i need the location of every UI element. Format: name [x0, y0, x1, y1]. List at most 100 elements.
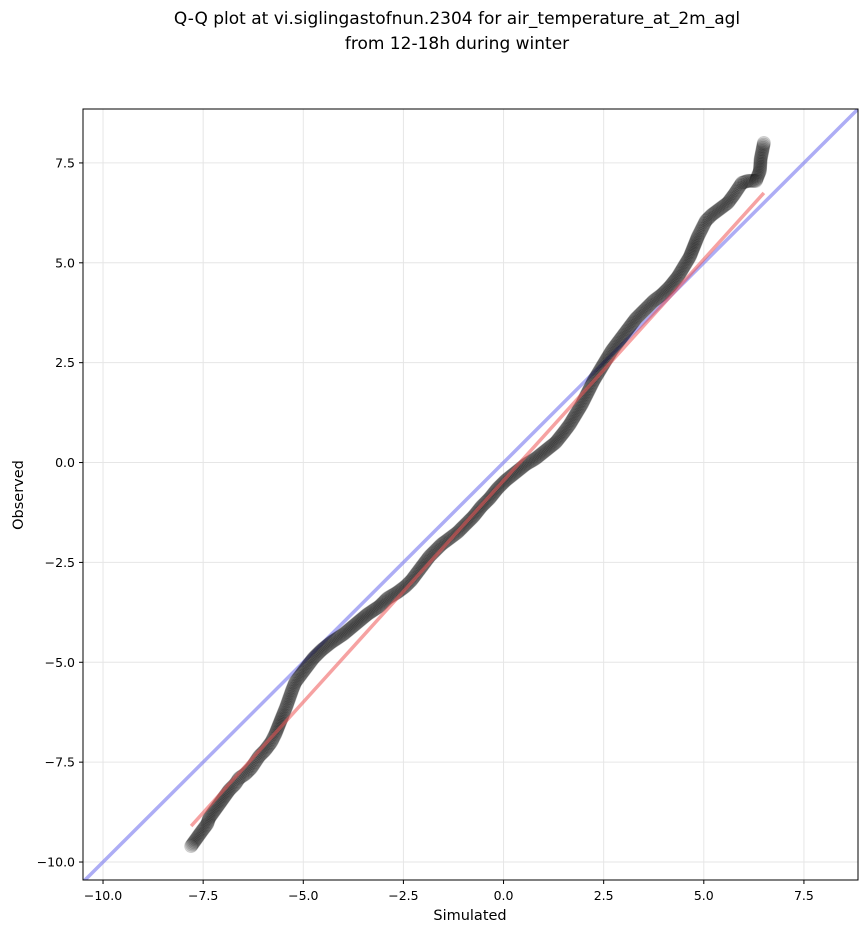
data-point	[648, 292, 663, 307]
data-point	[698, 213, 713, 228]
data-point	[190, 830, 205, 845]
data-point	[307, 650, 322, 665]
data-point	[534, 446, 549, 461]
y-tick-label: −10.0	[37, 855, 75, 870]
plot-area	[83, 109, 858, 880]
data-point	[686, 239, 701, 254]
data-point	[628, 311, 643, 326]
data-point	[631, 309, 646, 324]
data-point	[694, 221, 709, 236]
data-point	[559, 421, 574, 436]
data-point	[284, 684, 299, 699]
data-point	[754, 147, 769, 162]
data-point	[368, 602, 383, 617]
data-point	[659, 283, 674, 298]
data-point	[753, 156, 768, 171]
y-axis-ticks: −10.0 −7.5 −5.0 −2.5 0.0 2.5 5.0 7.5	[37, 155, 83, 870]
data-point	[729, 183, 744, 198]
data-point	[687, 238, 702, 253]
data-point	[626, 314, 641, 329]
data-point	[202, 811, 217, 826]
data-point	[271, 718, 286, 733]
data-point	[641, 298, 656, 313]
data-point	[733, 177, 748, 192]
data-point	[339, 624, 354, 639]
data-point	[753, 151, 768, 166]
data-point	[687, 236, 702, 251]
data-point	[634, 305, 649, 320]
data-point	[200, 817, 215, 832]
data-point	[554, 428, 569, 443]
x-tick-label: 2.5	[594, 888, 614, 903]
data-point	[194, 825, 209, 840]
data-point	[347, 618, 362, 633]
data-point	[637, 303, 652, 318]
data-point	[689, 234, 704, 249]
data-point	[283, 686, 298, 701]
data-point	[536, 445, 551, 460]
data-point	[375, 595, 390, 610]
data-point	[591, 365, 606, 380]
fit-line	[189, 191, 766, 828]
data-point	[533, 447, 548, 462]
data-point	[309, 647, 324, 662]
x-tick-label: 5.0	[694, 888, 714, 903]
data-point	[740, 173, 755, 188]
data-point	[188, 832, 203, 847]
data-point	[315, 642, 330, 657]
x-tick-label: 0.0	[494, 888, 514, 903]
data-point	[654, 287, 669, 302]
data-point	[567, 409, 582, 424]
data-point	[744, 173, 759, 188]
chart-title-line-1: Q-Q plot at vi.siglingastofnun.2304 for …	[174, 9, 740, 29]
data-point	[276, 707, 291, 722]
data-point	[184, 839, 199, 854]
data-point	[282, 691, 297, 706]
data-point	[313, 644, 328, 659]
data-point	[568, 407, 583, 422]
data-point	[548, 435, 563, 450]
data-point	[686, 241, 701, 256]
data-point	[438, 534, 453, 549]
data-point	[664, 277, 679, 292]
data-point	[204, 807, 219, 822]
data-point	[308, 649, 323, 664]
identity-line	[83, 109, 858, 880]
data-point	[281, 694, 296, 709]
data-point	[711, 202, 726, 217]
data-point	[300, 659, 315, 674]
data-point	[356, 610, 371, 625]
data-point	[592, 363, 607, 378]
data-point	[736, 175, 751, 190]
data-point	[542, 440, 557, 455]
data-point	[619, 323, 634, 338]
data-point	[645, 294, 660, 309]
data-point	[528, 451, 543, 466]
data-point	[556, 425, 571, 440]
data-point	[553, 429, 568, 444]
data-point	[625, 315, 640, 330]
data-point	[676, 259, 691, 274]
scatter-points	[184, 135, 771, 854]
data-point	[754, 145, 769, 160]
data-point	[200, 815, 215, 830]
data-point	[742, 173, 757, 188]
data-point	[703, 209, 718, 224]
data-point	[745, 173, 760, 188]
data-point	[617, 326, 632, 341]
data-point	[205, 805, 220, 820]
data-point	[671, 268, 686, 283]
data-point	[537, 444, 552, 459]
data-point	[296, 664, 311, 679]
data-point	[572, 400, 587, 415]
data-point	[328, 632, 343, 647]
data-point	[756, 137, 771, 152]
data-point	[718, 197, 733, 212]
data-point	[721, 194, 736, 209]
x-axis-label: Simulated	[433, 908, 506, 924]
data-point	[670, 269, 685, 284]
data-point	[685, 242, 700, 257]
data-point	[527, 452, 542, 467]
data-point	[187, 833, 202, 848]
x-tick-label: −5.0	[288, 888, 318, 903]
